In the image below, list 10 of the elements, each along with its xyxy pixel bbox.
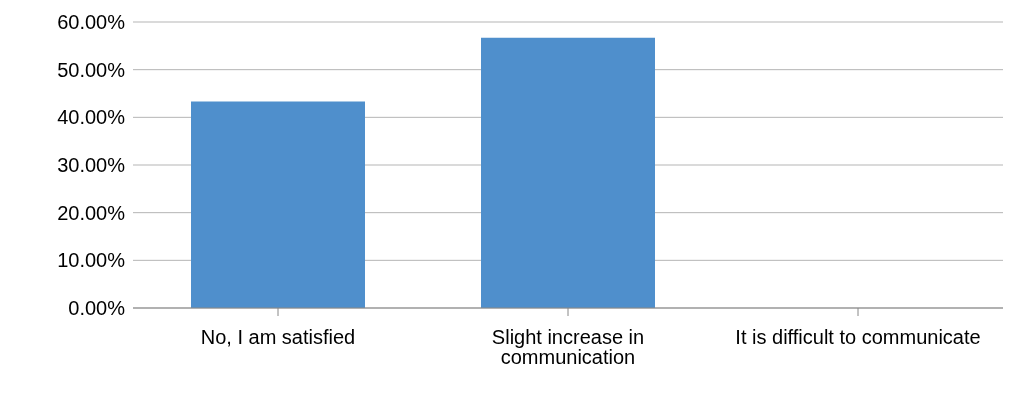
y-tick-label: 40.00% [57, 106, 126, 129]
y-tick-label: 30.00% [57, 154, 126, 177]
y-tick-label: 10.00% [57, 249, 126, 272]
x-tick-label: Slight increase in communication [491, 326, 645, 369]
y-tick-label: 60.00% [57, 11, 126, 34]
x-tick-label: No, I am satisfied [200, 326, 356, 349]
y-tick-label: 20.00% [57, 201, 126, 224]
y-tick-label: 50.00% [57, 58, 126, 81]
x-tick-label: It is difficult to communicate [735, 326, 981, 349]
y-tick-label: 0.00% [68, 297, 126, 320]
